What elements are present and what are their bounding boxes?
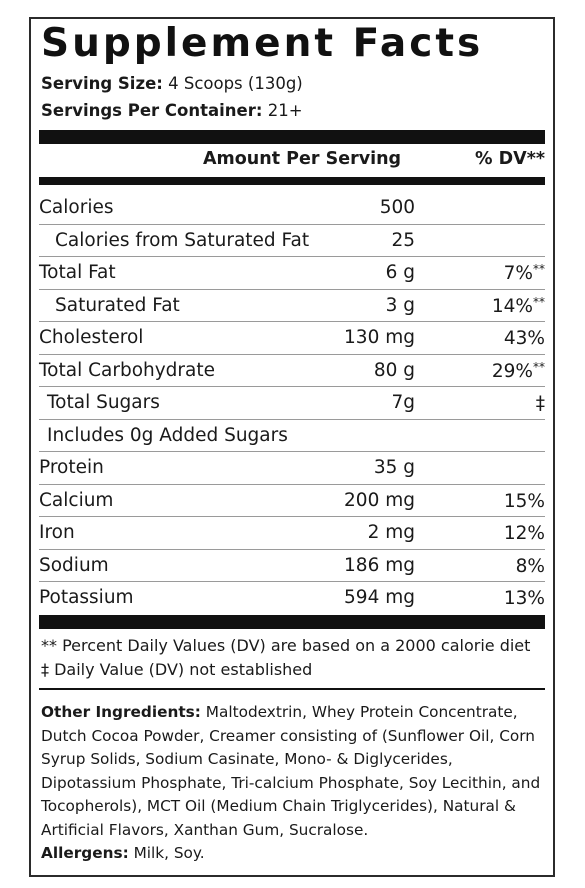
thick-divider-top xyxy=(39,130,545,144)
header-percent-dv: % DV** xyxy=(475,149,545,169)
serving-size-value: 4 Scoops (130g) xyxy=(168,74,303,93)
daily-value-percent: 43% xyxy=(503,328,545,349)
nutrient-row: Total Fat 6 g 7%** xyxy=(39,257,545,290)
nutrient-daily-value: ‡ xyxy=(536,392,545,414)
nutrient-name: Cholesterol xyxy=(39,327,144,348)
nutrient-amount: 35 g xyxy=(373,457,415,478)
daily-value-mark: ** xyxy=(533,359,545,374)
supplement-facts-panel: Supplement Facts Serving Size: 4 Scoops … xyxy=(29,17,555,877)
nutrient-amount: 594 mg xyxy=(344,587,415,608)
nutrient-row: Total Carbohydrate 80 g 29%** xyxy=(39,355,545,387)
serving-size-label: Serving Size: xyxy=(41,74,163,93)
nutrient-name: Total Carbohydrate xyxy=(39,359,216,381)
nutrient-row: Calories from Saturated Fat 25 xyxy=(39,225,545,257)
nutrient-daily-value: 8% xyxy=(516,555,545,577)
footnote-dv: ** Percent Daily Values (DV) are based o… xyxy=(41,636,531,655)
nutrient-row: Calcium 200 mg 15% xyxy=(39,485,545,517)
daily-value-percent: ‡ xyxy=(535,393,545,414)
thick-divider-bottom xyxy=(39,615,545,629)
nutrient-row: Includes 0g Added Sugars xyxy=(39,420,545,452)
nutrient-name: Calcium xyxy=(39,489,114,511)
nutrient-row: Protein 35 g xyxy=(39,452,545,485)
thick-divider-header xyxy=(39,177,545,185)
nutrient-daily-value: 13% xyxy=(504,587,545,609)
nutrient-daily-value: 29%** xyxy=(492,360,545,382)
nutrient-amount: 500 xyxy=(379,197,415,218)
daily-value-percent: 7% xyxy=(503,263,533,284)
servings-per-container-label: Servings Per Container: xyxy=(41,101,263,120)
nutrient-amount: 80 g xyxy=(373,359,415,381)
nutrient-daily-value: 7%** xyxy=(504,262,545,284)
footnote-not-established: ‡ Daily Value (DV) not established xyxy=(41,660,313,679)
nutrient-daily-value: 15% xyxy=(504,490,545,512)
nutrient-name: Saturated Fat xyxy=(55,294,180,316)
serving-size: Serving Size: 4 Scoops (130g) xyxy=(41,74,303,93)
daily-value-percent: 29% xyxy=(491,360,533,382)
nutrient-name: Includes 0g Added Sugars xyxy=(47,424,288,446)
nutrient-amount: 7g xyxy=(391,392,415,413)
nutrient-row: Calories 500 xyxy=(39,192,545,225)
daily-value-percent: 13% xyxy=(503,588,545,609)
other-ingredients-label: Other Ingredients: xyxy=(41,703,201,721)
nutrient-row: Iron 2 mg 12% xyxy=(39,517,545,550)
nutrient-amount: 2 mg xyxy=(367,522,415,543)
nutrient-table: Calories 500 Calories from Saturated Fat 25… xyxy=(39,192,545,615)
servings-per-container: Servings Per Container: 21+ xyxy=(41,101,303,120)
daily-value-mark: ** xyxy=(533,294,545,309)
nutrient-row: Total Sugars 7g ‡ xyxy=(39,387,545,420)
nutrient-name: Total Sugars xyxy=(47,392,160,413)
panel-title: Supplement Facts xyxy=(41,21,484,66)
divider-ingredients xyxy=(39,688,545,690)
daily-value-percent: 14% xyxy=(491,295,533,317)
nutrient-daily-value: 12% xyxy=(504,522,545,544)
nutrient-amount: 200 mg xyxy=(344,489,415,511)
ingredients-block: Other Ingredients: Maltodextrin, Whey Pr… xyxy=(41,701,551,866)
allergens-text: Milk, Soy. xyxy=(133,844,205,862)
daily-value-percent: 8% xyxy=(515,555,545,577)
nutrient-amount: 25 xyxy=(391,229,415,251)
nutrient-row: Saturated Fat 3 g 14%** xyxy=(39,290,545,322)
nutrient-name: Sodium xyxy=(39,554,109,576)
nutrient-amount: 3 g xyxy=(385,294,415,316)
allergens-label: Allergens: xyxy=(41,844,129,862)
daily-value-percent: 15% xyxy=(503,490,545,512)
nutrient-amount: 186 mg xyxy=(344,554,415,576)
daily-value-mark: ** xyxy=(533,262,545,276)
nutrient-amount: 130 mg xyxy=(344,327,415,348)
header-amount-per-serving: Amount Per Serving xyxy=(203,149,402,169)
nutrient-name: Potassium xyxy=(39,587,134,608)
nutrient-name: Calories xyxy=(39,197,114,218)
nutrient-daily-value: 43% xyxy=(504,327,545,349)
nutrient-row: Cholesterol 130 mg 43% xyxy=(39,322,545,355)
other-ingredients-text: Maltodextrin, Whey Protein Concentrate, … xyxy=(41,703,541,839)
nutrient-row: Potassium 594 mg 13% xyxy=(39,582,545,615)
nutrient-name: Protein xyxy=(39,457,104,478)
nutrient-name: Calories from Saturated Fat xyxy=(55,229,310,251)
nutrient-name: Iron xyxy=(39,522,75,543)
nutrient-amount: 6 g xyxy=(385,262,415,283)
nutrient-daily-value: 14%** xyxy=(492,295,545,317)
daily-value-percent: 12% xyxy=(503,523,545,544)
servings-per-container-value: 21+ xyxy=(267,101,303,120)
nutrient-row: Sodium 186 mg 8% xyxy=(39,550,545,582)
nutrient-name: Total Fat xyxy=(39,262,116,283)
